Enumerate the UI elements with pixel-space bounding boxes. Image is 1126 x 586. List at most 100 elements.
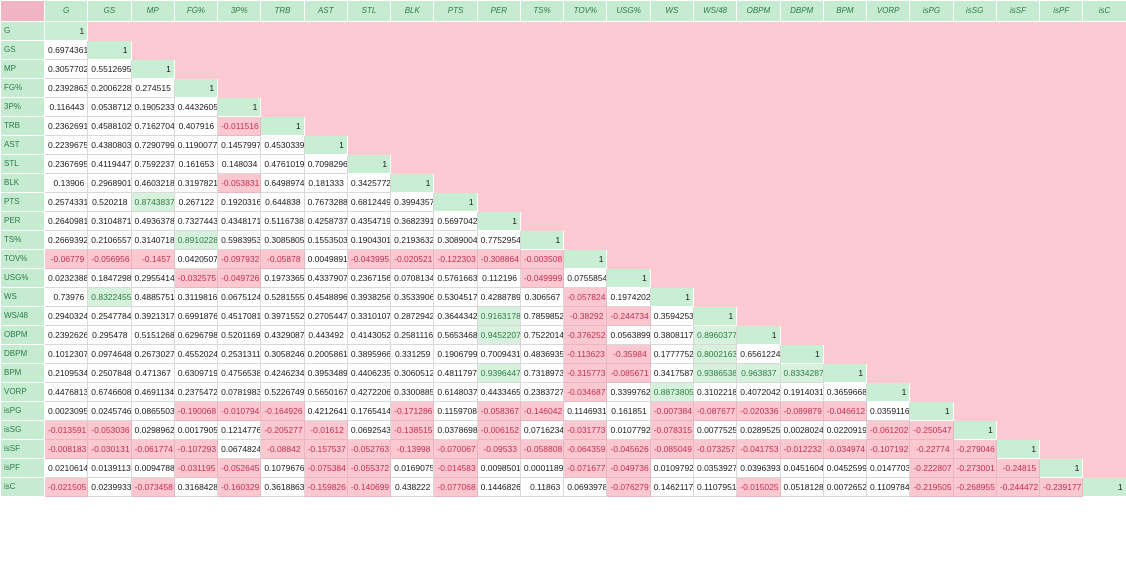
matrix-cell[interactable]: 0.2375472 <box>173 382 219 402</box>
matrix-cell[interactable]: 0.8873805 <box>649 382 694 402</box>
empty-cell[interactable] <box>822 173 868 193</box>
matrix-cell[interactable]: 0.1146931 <box>563 401 608 421</box>
matrix-cell[interactable]: 0.3417587 <box>649 363 694 383</box>
empty-cell[interactable] <box>779 287 824 307</box>
matrix-cell[interactable]: -0.239177 <box>1039 477 1084 497</box>
matrix-cell[interactable]: 0.0396393 <box>736 458 781 478</box>
matrix-cell[interactable]: -0.06779 <box>43 249 89 269</box>
matrix-cell[interactable]: -0.055372 <box>346 458 392 478</box>
row-header-per[interactable]: PER <box>0 211 45 231</box>
empty-cell[interactable] <box>1082 78 1126 98</box>
empty-cell[interactable] <box>822 135 868 155</box>
empty-cell[interactable] <box>692 230 738 250</box>
empty-cell[interactable] <box>563 116 608 136</box>
matrix-cell[interactable]: -0.031773 <box>563 420 608 440</box>
empty-cell[interactable] <box>995 173 1041 193</box>
empty-cell[interactable] <box>649 249 694 269</box>
matrix-cell[interactable]: -0.164926 <box>260 401 305 421</box>
matrix-cell[interactable]: 0.0755854 <box>563 268 608 288</box>
empty-cell[interactable] <box>1039 439 1084 459</box>
empty-cell[interactable] <box>1082 230 1126 250</box>
matrix-cell[interactable]: 0.3425772 <box>346 173 392 193</box>
matrix-cell[interactable]: 0.2581116 <box>390 325 435 345</box>
empty-cell[interactable] <box>822 78 868 98</box>
empty-cell[interactable] <box>909 382 954 402</box>
matrix-cell[interactable]: 0.13906 <box>43 173 89 193</box>
matrix-cell[interactable]: 0.1847298 <box>87 268 132 288</box>
empty-cell[interactable] <box>736 59 781 79</box>
empty-cell[interactable] <box>995 363 1041 383</box>
empty-cell[interactable] <box>1039 420 1084 440</box>
empty-cell[interactable] <box>433 173 478 193</box>
empty-cell[interactable] <box>779 78 824 98</box>
matrix-cell[interactable]: 0.2362691 <box>43 116 89 136</box>
matrix-cell[interactable]: 0.1012307 <box>43 344 89 364</box>
matrix-cell[interactable]: 0.7162704 <box>130 116 175 136</box>
empty-cell[interactable] <box>563 230 608 250</box>
matrix-cell[interactable]: 0.5226749 <box>260 382 305 402</box>
empty-cell[interactable] <box>995 287 1041 307</box>
empty-cell[interactable] <box>952 211 997 231</box>
empty-cell[interactable] <box>736 97 781 117</box>
matrix-cell[interactable]: 1 <box>519 230 565 250</box>
row-header-3p-pct[interactable]: 3P% <box>0 97 45 117</box>
empty-cell[interactable] <box>130 40 175 60</box>
empty-cell[interactable] <box>217 78 262 98</box>
empty-cell[interactable] <box>995 135 1041 155</box>
empty-cell[interactable] <box>909 268 954 288</box>
empty-cell[interactable] <box>995 230 1041 250</box>
empty-cell[interactable] <box>1082 154 1126 174</box>
matrix-cell[interactable]: 0.0001189 <box>519 458 565 478</box>
empty-cell[interactable] <box>649 154 694 174</box>
empty-cell[interactable] <box>952 135 997 155</box>
matrix-cell[interactable]: 0.1974202 <box>606 287 651 307</box>
empty-cell[interactable] <box>649 116 694 136</box>
empty-cell[interactable] <box>476 154 521 174</box>
empty-cell[interactable] <box>995 116 1041 136</box>
matrix-cell[interactable]: 0.2106557 <box>87 230 132 250</box>
matrix-cell[interactable]: 0.2673027 <box>130 344 175 364</box>
empty-cell[interactable] <box>1082 287 1126 307</box>
matrix-cell[interactable]: -0.38292 <box>563 306 608 326</box>
matrix-cell[interactable]: 0.0289525 <box>736 420 781 440</box>
empty-cell[interactable] <box>909 173 954 193</box>
empty-cell[interactable] <box>1082 59 1126 79</box>
matrix-cell[interactable]: 0.6746608 <box>87 382 132 402</box>
row-header-trb[interactable]: TRB <box>0 116 45 136</box>
empty-cell[interactable] <box>822 21 868 41</box>
empty-cell[interactable] <box>995 325 1041 345</box>
empty-cell[interactable] <box>736 287 781 307</box>
matrix-cell[interactable]: -0.030131 <box>87 439 132 459</box>
empty-cell[interactable] <box>649 78 694 98</box>
matrix-cell[interactable]: 1 <box>130 59 175 79</box>
matrix-cell[interactable]: -0.268955 <box>952 477 997 497</box>
empty-cell[interactable] <box>866 59 911 79</box>
matrix-cell[interactable]: 0.8322455 <box>87 287 132 307</box>
matrix-cell[interactable]: 0.3971552 <box>260 306 305 326</box>
empty-cell[interactable] <box>390 59 435 79</box>
matrix-cell[interactable]: -0.007384 <box>649 401 694 421</box>
row-header-blk[interactable]: BLK <box>0 173 45 193</box>
empty-cell[interactable] <box>866 21 911 41</box>
empty-cell[interactable] <box>519 116 565 136</box>
column-header-usg-pct[interactable]: USG% <box>606 0 651 22</box>
empty-cell[interactable] <box>736 78 781 98</box>
matrix-cell[interactable]: -0.273001 <box>952 458 997 478</box>
empty-cell[interactable] <box>519 154 565 174</box>
empty-cell[interactable] <box>649 192 694 212</box>
matrix-cell[interactable]: -0.046612 <box>822 401 868 421</box>
matrix-cell[interactable]: 0.3994357 <box>390 192 435 212</box>
empty-cell[interactable] <box>1082 116 1126 136</box>
empty-cell[interactable] <box>995 268 1041 288</box>
matrix-cell[interactable]: 0.4329087 <box>260 325 305 345</box>
matrix-cell[interactable]: 0.2383727 <box>519 382 565 402</box>
empty-cell[interactable] <box>1039 325 1084 345</box>
matrix-cell[interactable]: 0.8910228 <box>173 230 219 250</box>
matrix-cell[interactable]: 0.963837 <box>736 363 781 383</box>
matrix-cell[interactable]: 0.7592237 <box>130 154 175 174</box>
matrix-cell[interactable]: 0.4530339 <box>260 135 305 155</box>
matrix-cell[interactable]: 0.4517081 <box>217 306 262 326</box>
empty-cell[interactable] <box>952 78 997 98</box>
matrix-cell[interactable]: -0.244472 <box>995 477 1041 497</box>
matrix-cell[interactable]: 0.0169075 <box>390 458 435 478</box>
